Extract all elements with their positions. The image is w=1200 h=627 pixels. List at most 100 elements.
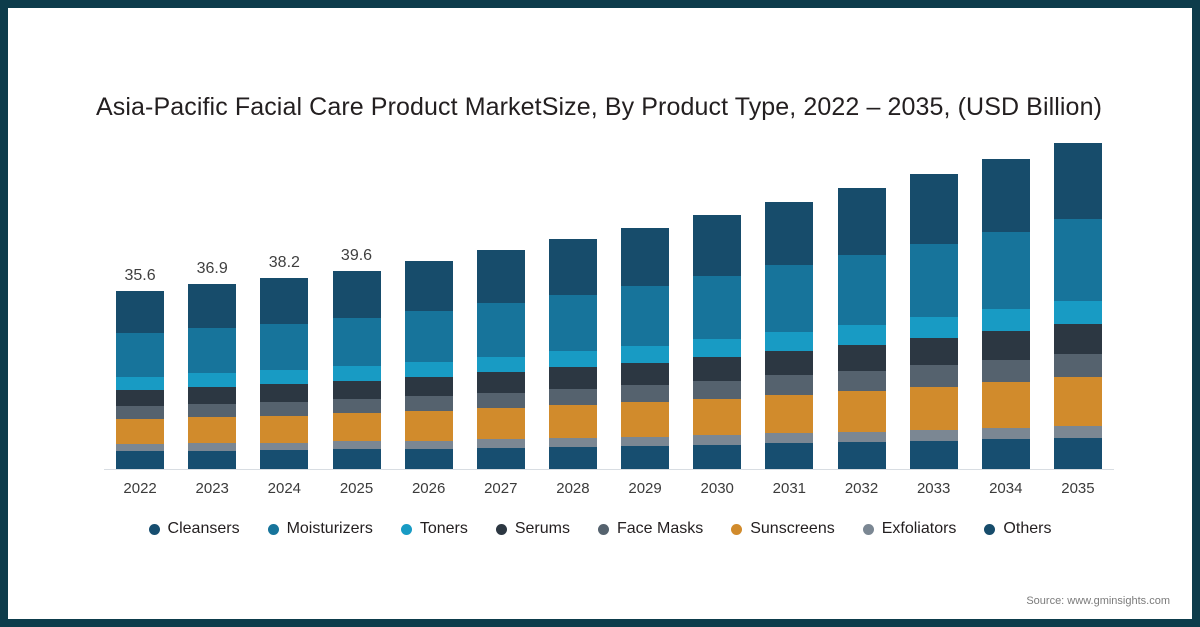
- bar-segment-sunscreens[interactable]: [837, 391, 886, 432]
- bar-segment-others[interactable]: [188, 284, 237, 329]
- bar-segment-face-masks[interactable]: [404, 396, 453, 412]
- bar-segment-others[interactable]: [260, 277, 309, 324]
- bar-segment-serums[interactable]: [981, 331, 1030, 360]
- bar-segment-toners[interactable]: [476, 356, 525, 373]
- bar-segment-toners[interactable]: [765, 331, 814, 351]
- bar-segment-serums[interactable]: [765, 350, 814, 376]
- bar-segment-serums[interactable]: [837, 345, 886, 371]
- bar-segment-moisturizers[interactable]: [260, 323, 309, 371]
- bar-segment-face-masks[interactable]: [765, 375, 814, 395]
- bar-segment-cleansers[interactable]: [476, 447, 525, 470]
- bar-segment-toners[interactable]: [837, 325, 886, 346]
- bar-column[interactable]: [476, 250, 525, 470]
- bar-column[interactable]: [909, 173, 958, 470]
- bar-segment-moisturizers[interactable]: [765, 265, 814, 332]
- bar-segment-toners[interactable]: [693, 339, 742, 358]
- bar-segment-serums[interactable]: [332, 380, 381, 399]
- bar-segment-face-masks[interactable]: [1053, 354, 1102, 378]
- bar-segment-face-masks[interactable]: [332, 398, 381, 414]
- bar-segment-serums[interactable]: [116, 389, 165, 407]
- bar-column[interactable]: [404, 260, 453, 470]
- bar-segment-face-masks[interactable]: [260, 401, 309, 416]
- bar-segment-sunscreens[interactable]: [981, 382, 1030, 428]
- bar-segment-face-masks[interactable]: [909, 365, 958, 387]
- bar-segment-exfoliators[interactable]: [188, 443, 237, 451]
- bar-segment-others[interactable]: [476, 250, 525, 304]
- bar-segment-exfoliators[interactable]: [765, 433, 814, 444]
- bar-segment-moisturizers[interactable]: [188, 328, 237, 374]
- bar-segment-sunscreens[interactable]: [476, 408, 525, 440]
- bar-segment-toners[interactable]: [981, 309, 1030, 332]
- legend-item[interactable]: Cleansers: [148, 520, 240, 538]
- bar-segment-cleansers[interactable]: [548, 446, 597, 470]
- bar-segment-others[interactable]: [1053, 142, 1102, 219]
- bar-segment-moisturizers[interactable]: [981, 231, 1030, 310]
- legend-item[interactable]: Face Masks: [597, 520, 703, 538]
- legend-item[interactable]: Sunscreens: [731, 520, 835, 538]
- bar-segment-toners[interactable]: [1053, 300, 1102, 325]
- bar-segment-others[interactable]: [621, 227, 670, 286]
- bar-segment-sunscreens[interactable]: [548, 405, 597, 438]
- bar-segment-moisturizers[interactable]: [548, 294, 597, 352]
- bar-segment-sunscreens[interactable]: [765, 394, 814, 434]
- bar-segment-toners[interactable]: [188, 373, 237, 387]
- bar-segment-cleansers[interactable]: [188, 450, 237, 470]
- bar-column[interactable]: [693, 215, 742, 470]
- bar-segment-face-masks[interactable]: [116, 406, 165, 420]
- bar-segment-others[interactable]: [837, 188, 886, 256]
- bar-segment-toners[interactable]: [116, 376, 165, 390]
- bar-segment-sunscreens[interactable]: [260, 415, 309, 443]
- bar-segment-exfoliators[interactable]: [404, 440, 453, 449]
- bar-segment-moisturizers[interactable]: [837, 255, 886, 326]
- legend-item[interactable]: Exfoliators: [862, 520, 956, 538]
- bar-segment-cleansers[interactable]: [404, 448, 453, 470]
- bar-segment-serums[interactable]: [548, 367, 597, 389]
- bar-segment-exfoliators[interactable]: [837, 431, 886, 443]
- bar-column[interactable]: [1053, 142, 1102, 470]
- bar-segment-others[interactable]: [404, 260, 453, 312]
- bar-segment-serums[interactable]: [260, 384, 309, 402]
- legend-item[interactable]: Toners: [400, 520, 468, 538]
- bar-segment-moisturizers[interactable]: [116, 333, 165, 377]
- bar-segment-face-masks[interactable]: [837, 370, 886, 392]
- bar-segment-moisturizers[interactable]: [621, 285, 670, 346]
- bar-segment-others[interactable]: [332, 270, 381, 318]
- bar-column[interactable]: [621, 227, 670, 470]
- bar-segment-cleansers[interactable]: [116, 451, 165, 470]
- bar-segment-toners[interactable]: [404, 362, 453, 377]
- bar-segment-exfoliators[interactable]: [1053, 425, 1102, 438]
- bar-column[interactable]: 38.2: [260, 254, 309, 470]
- bar-segment-face-masks[interactable]: [188, 403, 237, 418]
- bar-segment-sunscreens[interactable]: [693, 398, 742, 436]
- bar-segment-sunscreens[interactable]: [621, 402, 670, 437]
- bar-segment-face-masks[interactable]: [548, 388, 597, 406]
- bar-segment-serums[interactable]: [909, 338, 958, 366]
- bar-column[interactable]: 36.9: [188, 260, 237, 470]
- bar-segment-toners[interactable]: [621, 345, 670, 363]
- bar-segment-serums[interactable]: [693, 357, 742, 381]
- bar-segment-toners[interactable]: [332, 366, 381, 381]
- bar-segment-cleansers[interactable]: [981, 439, 1030, 470]
- bar-segment-exfoliators[interactable]: [548, 437, 597, 447]
- bar-segment-others[interactable]: [765, 201, 814, 266]
- bar-segment-moisturizers[interactable]: [909, 243, 958, 318]
- bar-segment-cleansers[interactable]: [260, 450, 309, 470]
- bar-segment-face-masks[interactable]: [476, 392, 525, 409]
- bar-segment-cleansers[interactable]: [693, 444, 742, 470]
- bar-segment-serums[interactable]: [476, 372, 525, 393]
- bar-segment-cleansers[interactable]: [1053, 437, 1102, 470]
- bar-segment-others[interactable]: [909, 173, 958, 244]
- bar-segment-others[interactable]: [693, 215, 742, 277]
- bar-segment-others[interactable]: [981, 158, 1030, 232]
- bar-segment-serums[interactable]: [1053, 324, 1102, 355]
- bar-segment-toners[interactable]: [909, 317, 958, 339]
- bar-segment-sunscreens[interactable]: [188, 417, 237, 444]
- bar-segment-others[interactable]: [116, 290, 165, 334]
- bar-segment-face-masks[interactable]: [693, 380, 742, 399]
- bar-segment-serums[interactable]: [188, 386, 237, 404]
- legend-item[interactable]: Serums: [495, 520, 570, 538]
- bar-segment-moisturizers[interactable]: [332, 317, 381, 367]
- bar-segment-cleansers[interactable]: [621, 445, 670, 470]
- bar-segment-toners[interactable]: [260, 370, 309, 385]
- bar-segment-serums[interactable]: [404, 376, 453, 397]
